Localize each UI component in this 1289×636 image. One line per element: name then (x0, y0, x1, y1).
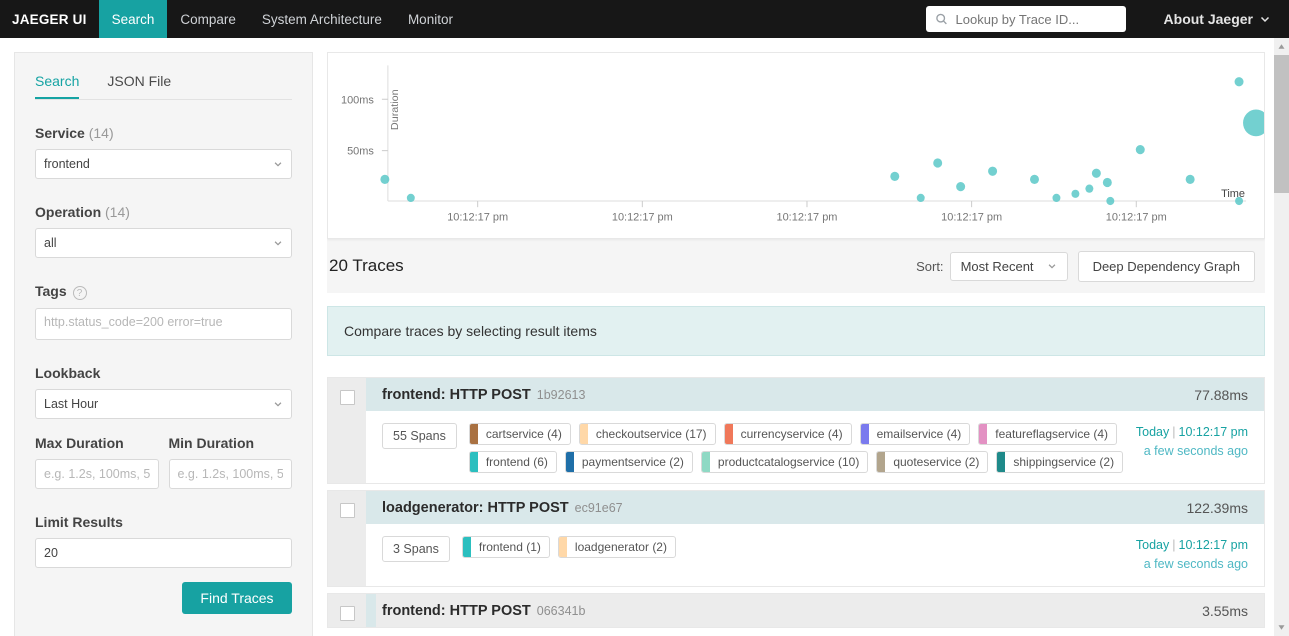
svg-text:50ms: 50ms (347, 146, 374, 158)
svg-text:10:12:17 pm: 10:12:17 pm (941, 211, 1002, 223)
svg-text:Duration: Duration (389, 89, 401, 130)
svg-text:10:12:17 pm: 10:12:17 pm (1106, 211, 1167, 223)
svg-text:100ms: 100ms (341, 94, 374, 106)
svg-text:10:12:17 pm: 10:12:17 pm (612, 211, 673, 223)
svg-text:10:12:17 pm: 10:12:17 pm (777, 211, 838, 223)
svg-text:10:12:17 pm: 10:12:17 pm (447, 211, 508, 223)
